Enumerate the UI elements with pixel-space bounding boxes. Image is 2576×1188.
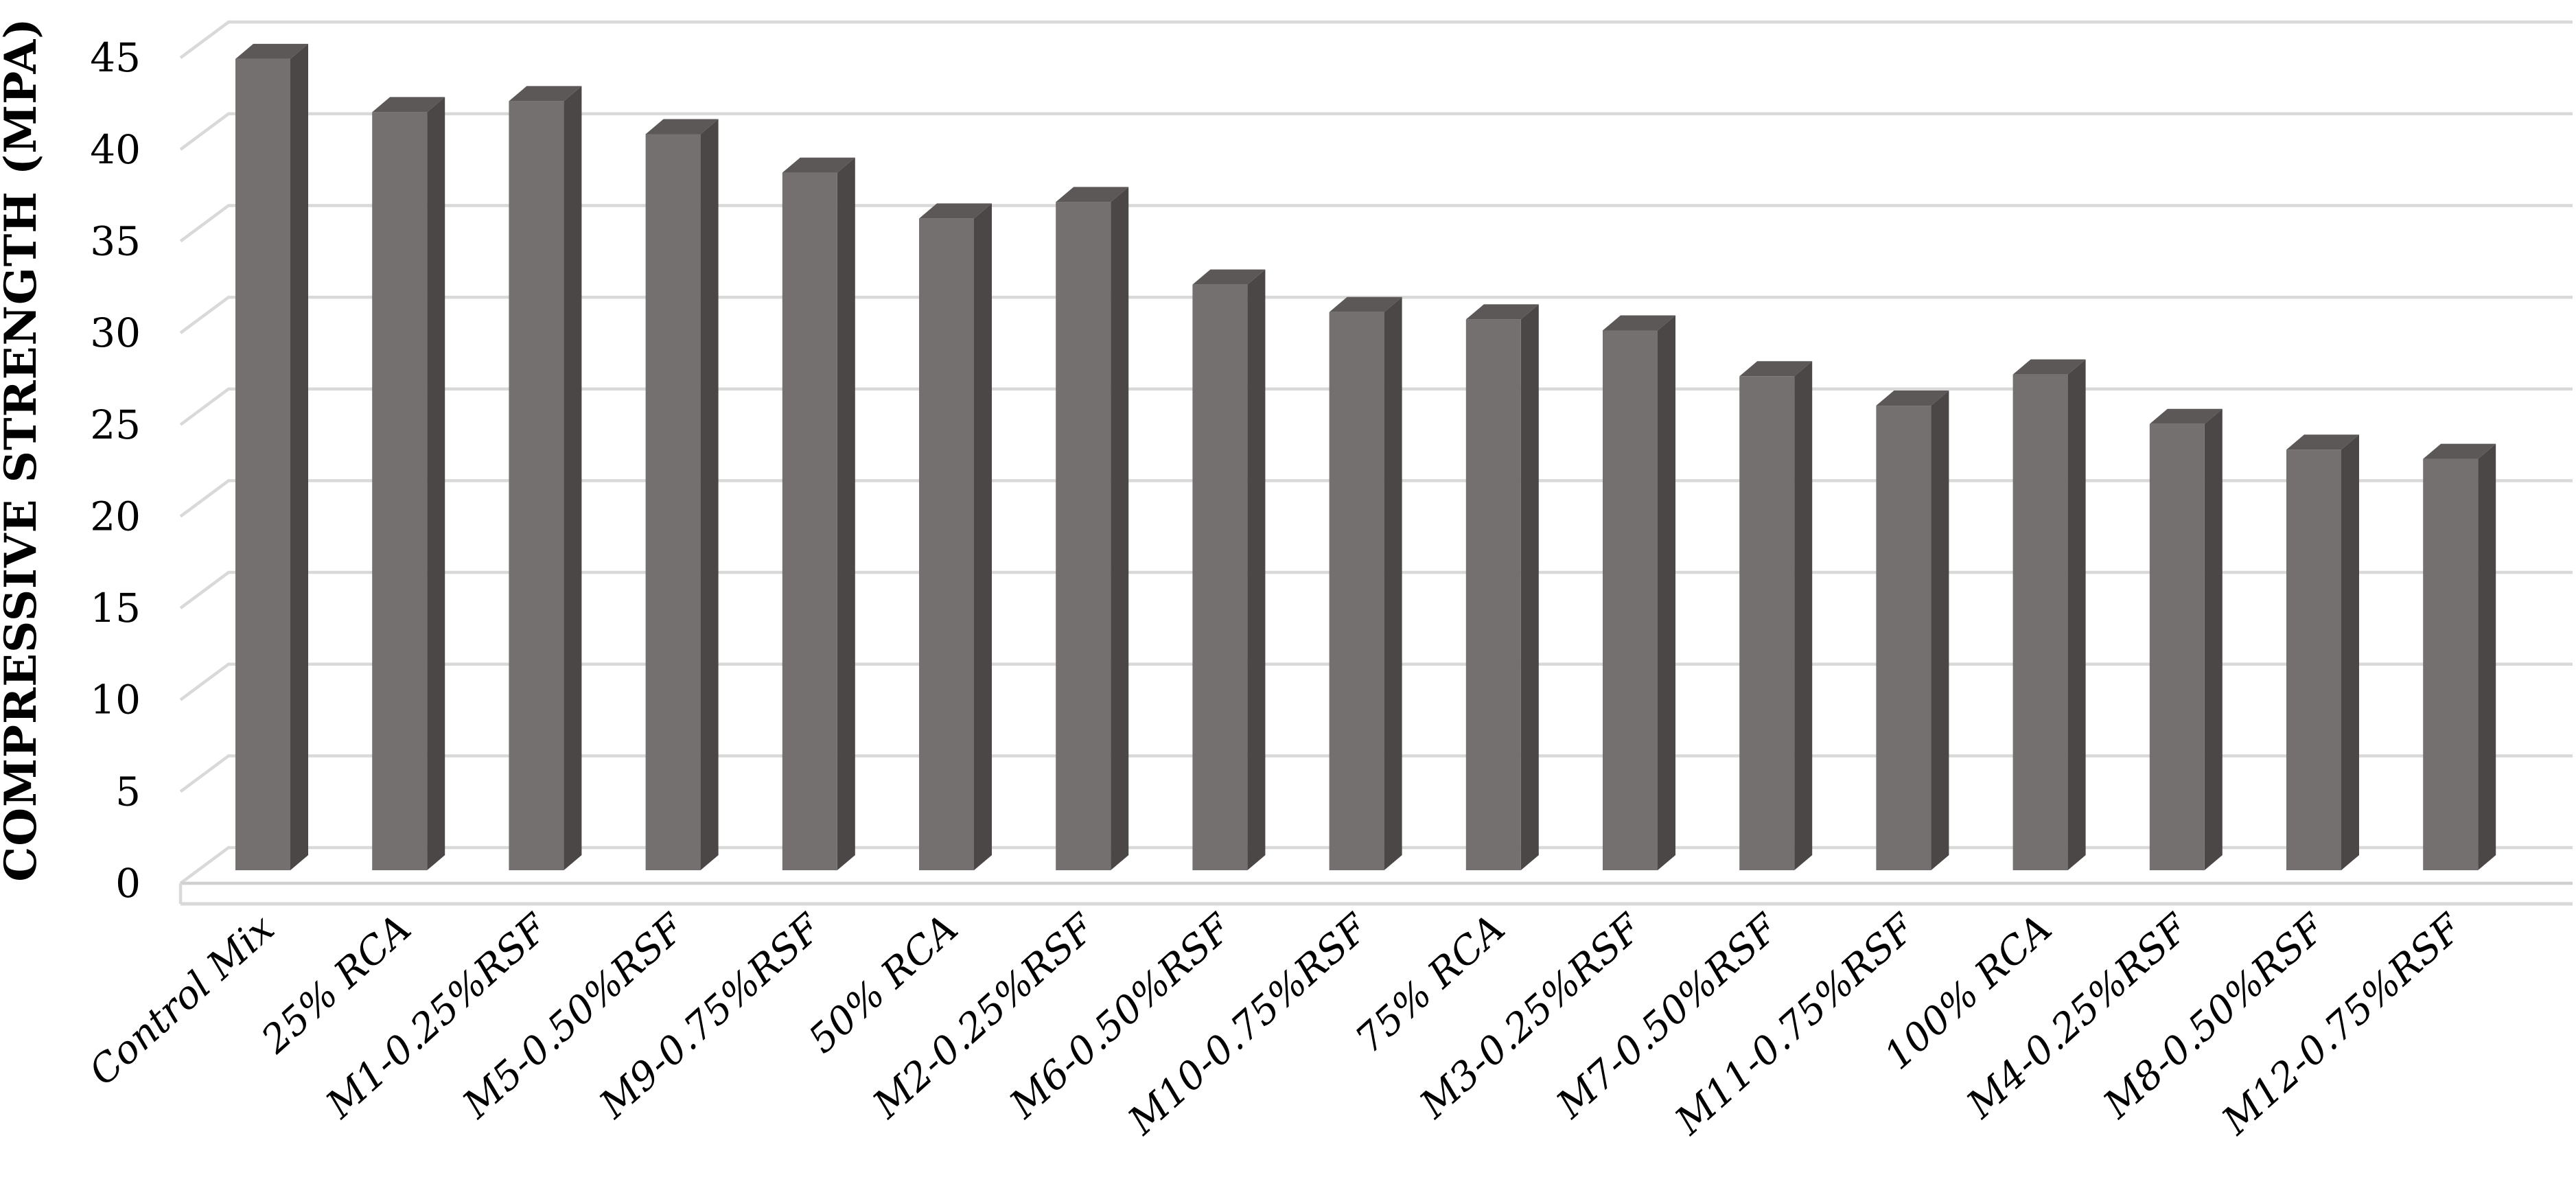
bar-top-face: [2012, 359, 2086, 375]
bar-top-face: [1739, 361, 1813, 377]
bar-front-face: [2286, 450, 2341, 870]
bar-front-face: [1192, 284, 1248, 870]
bar-front-face: [782, 172, 837, 870]
bar-side-face: [700, 119, 719, 871]
bar-side-face: [1247, 269, 1266, 870]
y-tick-label-40: 40: [90, 126, 141, 173]
y-tick-label-5: 5: [115, 768, 141, 815]
bar-side-face: [2341, 434, 2359, 870]
bar-side-face: [1520, 304, 1539, 870]
y-tick-label-15: 15: [90, 585, 141, 631]
bar: [372, 97, 445, 870]
bar-front-face: [235, 58, 290, 871]
gridline-45: [179, 20, 2573, 59]
y-tick-label-0: 0: [115, 860, 141, 907]
bar: [645, 119, 719, 871]
bar: [2012, 359, 2086, 870]
bar: [509, 86, 582, 871]
gridline-40: [179, 112, 2573, 151]
bar-top-face: [1329, 296, 1402, 312]
bar-top-face: [1465, 304, 1539, 320]
y-tick-label-30: 30: [90, 310, 141, 356]
bar-front-face: [2423, 458, 2479, 870]
bar-front-face: [645, 134, 701, 871]
bar-top-face: [509, 86, 582, 102]
bar-top-face: [2286, 434, 2359, 450]
y-tick-label-45: 45: [90, 34, 141, 81]
bar-front-face: [509, 101, 564, 871]
bar: [1876, 391, 1949, 870]
bar-side-face: [1658, 315, 1675, 871]
y-tick-label-25: 25: [90, 401, 141, 448]
bar-top-face: [2149, 408, 2223, 424]
bar: [2423, 443, 2496, 870]
bar: [919, 203, 992, 870]
bar-side-face: [837, 157, 855, 870]
x-category-label: Control Mix: [81, 906, 283, 1095]
bar-front-face: [1465, 319, 1521, 870]
bar-top-face: [919, 203, 992, 219]
bar-side-face: [427, 97, 445, 870]
bar: [1603, 315, 1675, 871]
bar: [2149, 408, 2223, 870]
bar-top-face: [1603, 315, 1675, 331]
x-category-label: M11-0.75%RSF: [1667, 905, 1925, 1144]
y-tick-label-10: 10: [90, 677, 141, 723]
bar-front-face: [1603, 330, 1658, 871]
bar-front-face: [2149, 423, 2205, 870]
x-category-label: M12-0.75%RSF: [2214, 905, 2472, 1144]
bar-side-face: [1384, 296, 1402, 870]
bar-front-face: [1056, 202, 1111, 871]
bar-top-face: [782, 157, 855, 173]
bar-side-face: [974, 203, 992, 870]
bar-front-face: [372, 112, 428, 870]
bar-top-face: [645, 119, 719, 135]
bar-top-face: [235, 43, 308, 59]
gridline-35: [179, 204, 2573, 243]
bar: [1056, 187, 1129, 871]
bar-front-face: [1739, 376, 1795, 870]
bar-front-face: [919, 218, 974, 870]
bar-side-face: [1111, 187, 1129, 871]
bar: [2286, 434, 2359, 870]
bar: [782, 157, 855, 870]
bar-top-face: [372, 97, 445, 113]
bar: [1192, 269, 1266, 870]
bar-side-face: [1794, 361, 1813, 870]
bar: [235, 43, 308, 871]
bar-front-face: [2012, 374, 2068, 870]
bar-top-face: [2423, 443, 2496, 459]
bar: [1739, 361, 1813, 870]
bar-side-face: [2204, 408, 2223, 870]
bar-side-face: [2067, 359, 2086, 870]
bar: [1465, 304, 1539, 870]
bar-front-face: [1329, 312, 1384, 870]
bar-top-face: [1056, 187, 1129, 202]
bar-front-face: [1876, 406, 1931, 870]
bar-side-face: [290, 43, 308, 871]
bar: [1329, 296, 1402, 870]
y-tick-label-20: 20: [90, 493, 141, 539]
gridline-30: [179, 295, 2573, 334]
bar-side-face: [2478, 443, 2496, 870]
x-category-label: M10-0.75%RSF: [1119, 905, 1378, 1144]
y-axis-title: COMPRESSIVE STRENGTH (MPA): [0, 17, 47, 881]
bar-side-face: [1931, 391, 1949, 870]
bar-top-face: [1192, 269, 1266, 285]
y-tick-label-35: 35: [90, 218, 141, 264]
bar-side-face: [564, 86, 582, 871]
bar-top-face: [1876, 391, 1949, 406]
